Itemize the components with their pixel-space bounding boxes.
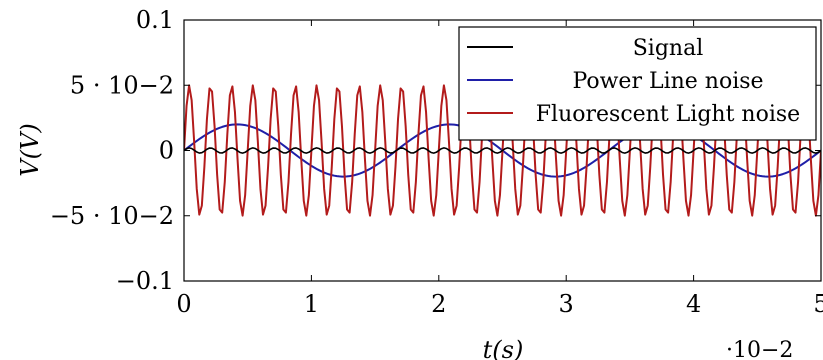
- x-tick-label: 2: [431, 290, 446, 318]
- y-tick-label: −0.1: [116, 267, 174, 295]
- x-scale-label: ·10−2: [726, 338, 793, 360]
- y-tick-label: −5 · 10−2: [50, 202, 174, 230]
- x-axis: 0 1 2 3 4 5: [176, 20, 823, 318]
- y-axis-label: V(V): [16, 123, 44, 176]
- series-layer: [184, 84, 821, 217]
- x-tick-label: 4: [686, 290, 701, 318]
- x-tick-label: 3: [559, 290, 574, 318]
- y-axis: −0.1 −5 · 10−2 0 5 · 10−2 0.1: [50, 6, 821, 295]
- legend-label: Power Line noise: [572, 69, 763, 94]
- y-tick-label: 0: [159, 137, 174, 165]
- legend-label: Signal: [633, 36, 704, 61]
- y-tick-label: 5 · 10−2: [70, 71, 174, 99]
- x-axis-label: t(s): [483, 336, 524, 360]
- x-tick-label: 0: [176, 290, 191, 318]
- legend: Signal Power Line noise Fluorescent Light …: [458, 26, 817, 141]
- series-line-0: [184, 147, 821, 154]
- y-tick-label: 0.1: [136, 6, 174, 34]
- x-tick-label: 1: [304, 290, 319, 318]
- legend-label: Fluorescent Light noise: [536, 102, 800, 127]
- x-tick-label: 5: [813, 290, 823, 318]
- legend-box: [458, 26, 817, 141]
